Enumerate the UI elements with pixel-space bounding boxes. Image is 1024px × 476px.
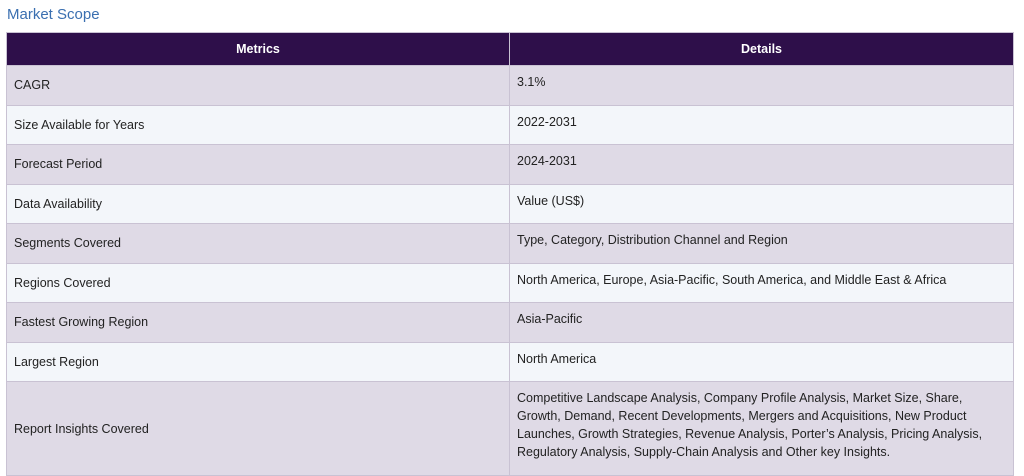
detail-cell: Value (US$) [509,183,1014,224]
metric-cell: CAGR [6,65,510,106]
section-title: Market Scope [7,6,100,23]
table-row: Size Available for Years 2022-2031 [6,104,1014,145]
table-header-row: Metrics Details [6,32,1014,66]
metric-cell: Fastest Growing Region [6,302,510,343]
market-scope-table: Metrics Details CAGR 3.1% Size Available… [6,32,1014,476]
table-row: Fastest Growing Region Asia-Pacific [6,302,1014,343]
table-row: Segments Covered Type, Category, Distrib… [6,223,1014,264]
detail-cell: 2022-2031 [509,104,1014,145]
table-row: Data Availability Value (US$) [6,183,1014,224]
detail-cell: Type, Category, Distribution Channel and… [509,223,1014,264]
detail-cell: 2024-2031 [509,144,1014,185]
metric-cell: Segments Covered [6,223,510,264]
table-row: Forecast Period 2024-2031 [6,144,1014,185]
details-column-header: Details [509,32,1014,66]
metric-cell: Largest Region [6,341,510,382]
table-row: Largest Region North America [6,341,1014,382]
detail-cell: 3.1% [509,65,1014,106]
metric-cell: Size Available for Years [6,104,510,145]
metrics-column-header: Metrics [6,32,510,66]
detail-cell: North America [509,341,1014,382]
metric-cell: Forecast Period [6,144,510,185]
metric-cell: Regions Covered [6,262,510,303]
metric-cell: Data Availability [6,183,510,224]
table-row: Regions Covered North America, Europe, A… [6,262,1014,303]
table-row: CAGR 3.1% [6,65,1014,106]
detail-cell: Asia-Pacific [509,302,1014,343]
detail-cell: North America, Europe, Asia-Pacific, Sou… [509,262,1014,303]
